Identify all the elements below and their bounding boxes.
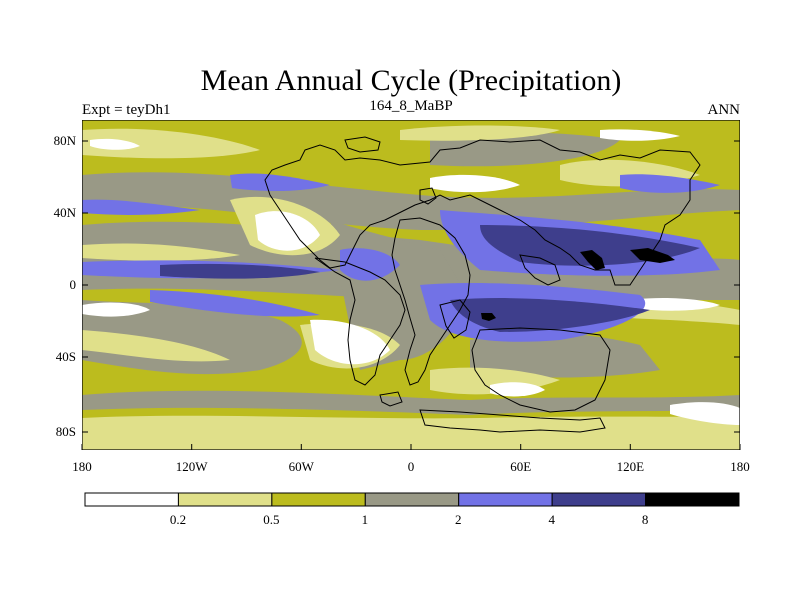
lat-label: 0 xyxy=(70,277,77,292)
experiment-label: Expt = teyDh1 xyxy=(82,102,170,118)
season-label: ANN xyxy=(708,102,741,118)
longitude-labels: 180 120W 60W 0 60E 120E 180 xyxy=(72,459,750,474)
axis-ticks xyxy=(81,140,741,450)
lon-label: 60E xyxy=(510,459,531,474)
lat-label: 80N xyxy=(54,133,77,148)
coastlines xyxy=(264,136,701,433)
precip-band-1-2 xyxy=(82,132,740,415)
colorbar-label: 8 xyxy=(642,512,649,527)
precip-band-above-8 xyxy=(481,248,675,321)
lat-label: 40S xyxy=(56,349,76,364)
lon-label: 60W xyxy=(289,459,315,474)
lon-label: 180 xyxy=(730,459,750,474)
colorbar-box xyxy=(551,492,647,507)
lon-label: 120W xyxy=(176,459,209,474)
latitude-labels: 80N 40N 0 40S 80S xyxy=(54,133,77,439)
colorbar-box xyxy=(458,492,553,507)
colorbar-box xyxy=(177,492,273,507)
colorbar-label: 2 xyxy=(455,512,462,527)
lon-label: 120E xyxy=(617,459,645,474)
precipitation-map xyxy=(82,120,740,450)
colorbar: 0.2 0.5 1 2 4 8 xyxy=(84,492,740,527)
colorbar-box xyxy=(271,492,366,507)
lat-label: 80S xyxy=(56,424,76,439)
colorbar-label: 1 xyxy=(362,512,369,527)
colorbar-box xyxy=(364,492,460,507)
colorbar-label: 0.2 xyxy=(170,512,186,527)
colorbar-box xyxy=(84,492,179,507)
lon-label: 0 xyxy=(408,459,415,474)
plot-title: Mean Annual Cycle (Precipitation) xyxy=(201,64,622,97)
colorbar-box xyxy=(645,492,740,507)
precip-band-below-0.2 xyxy=(82,129,740,425)
period-label: 164_8_MaBP xyxy=(369,98,452,114)
lon-label: 180 xyxy=(72,459,92,474)
colorbar-label: 4 xyxy=(548,512,555,527)
lat-label: 40N xyxy=(54,205,77,220)
colorbar-label: 0.5 xyxy=(263,512,279,527)
